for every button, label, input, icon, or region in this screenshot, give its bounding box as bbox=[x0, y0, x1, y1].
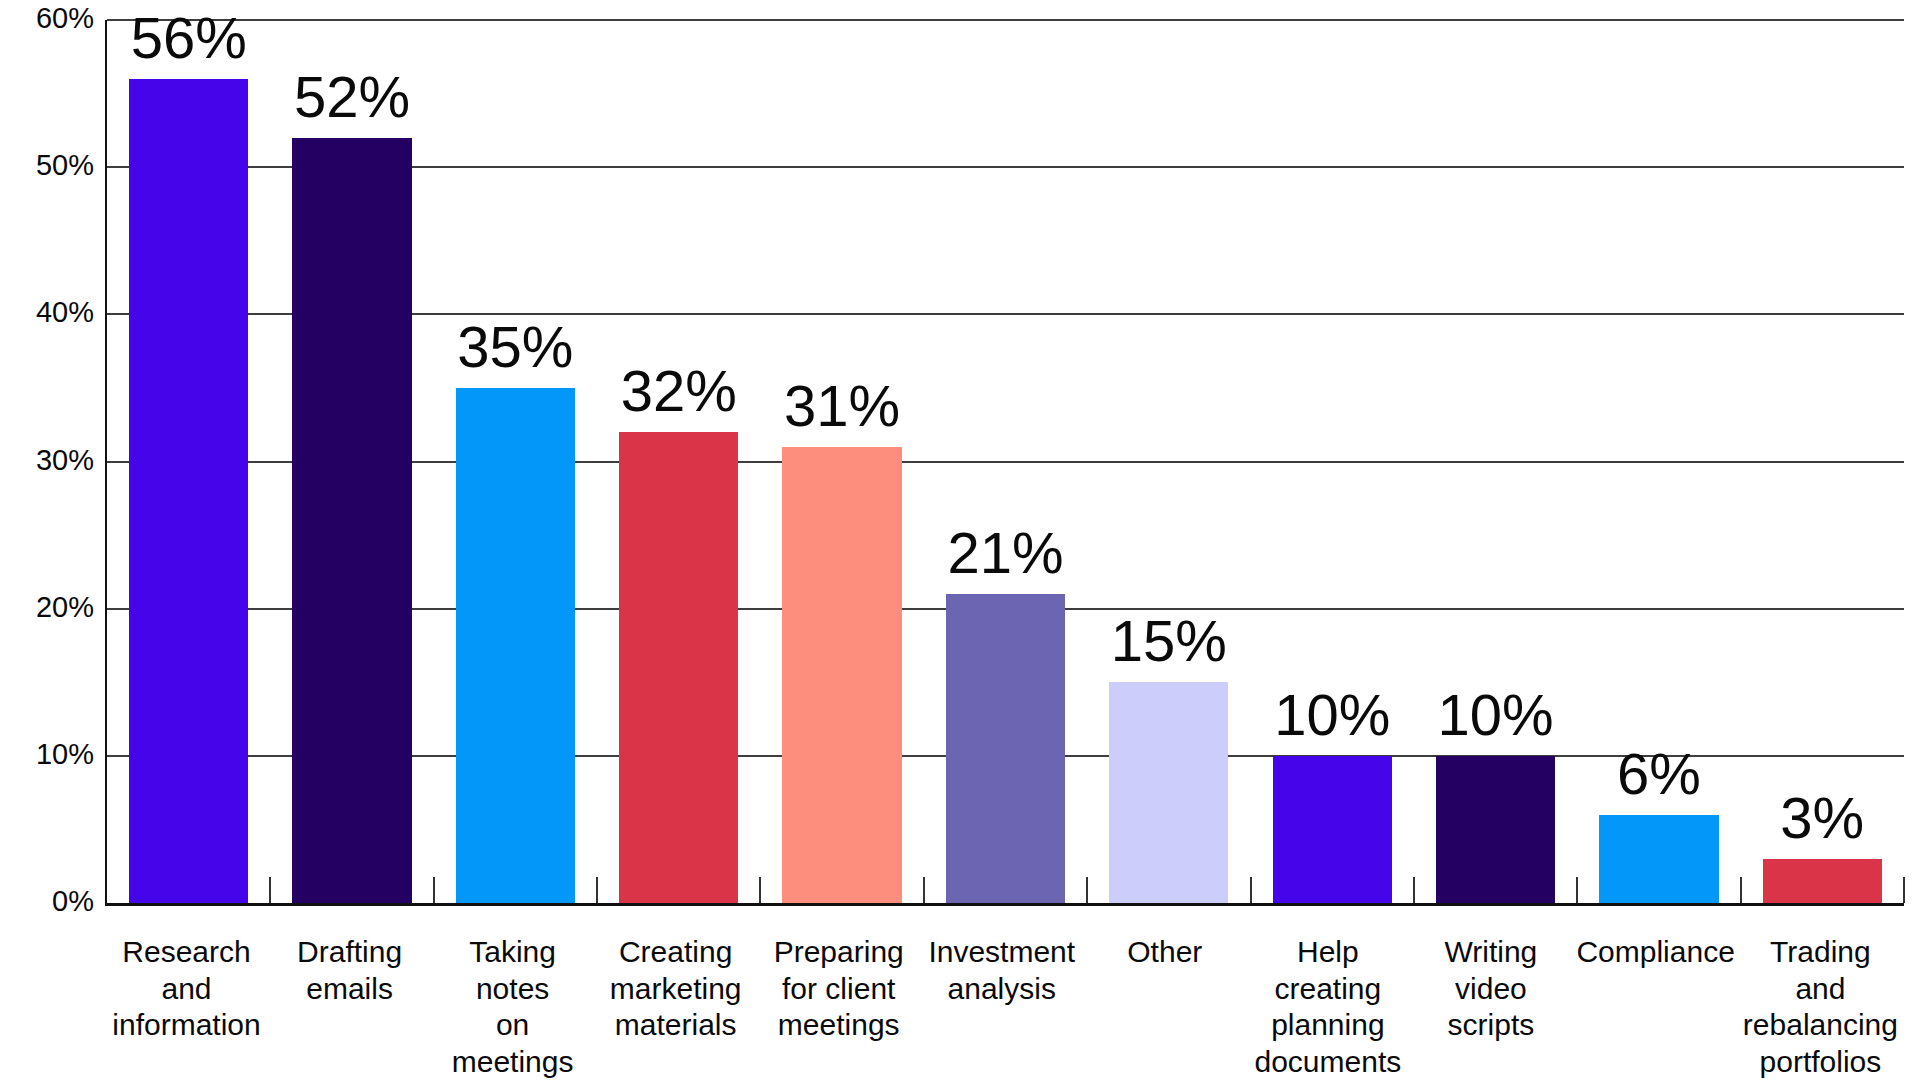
bar-column-4: 32% bbox=[597, 20, 760, 903]
bar-column-6: 21% bbox=[924, 20, 1087, 903]
bar-column-10: 6% bbox=[1577, 20, 1740, 903]
category-label-10: Compliance bbox=[1572, 934, 1738, 1080]
category-label-5: Preparing for client meetings bbox=[757, 934, 920, 1080]
bar-column-7: 15% bbox=[1087, 20, 1250, 903]
bar-value-label-8: 10% bbox=[1274, 681, 1390, 748]
bar-value-label-4: 32% bbox=[621, 357, 737, 424]
bar-8 bbox=[1273, 756, 1392, 903]
bar-2 bbox=[292, 138, 411, 903]
bar-value-label-1: 56% bbox=[131, 4, 247, 71]
bar-value-label-6: 21% bbox=[947, 519, 1063, 586]
bar-4 bbox=[619, 432, 738, 903]
category-label-3: Taking notes on meetings bbox=[431, 934, 594, 1080]
category-label-4: Creating marketing materials bbox=[594, 934, 757, 1080]
category-label-11: Trading and rebalancing portfolios bbox=[1739, 934, 1902, 1080]
bar-7 bbox=[1109, 682, 1228, 903]
y-tick-label-50: 50% bbox=[2, 149, 94, 182]
y-tick-label-20: 20% bbox=[2, 591, 94, 624]
bar-chart: 56% 52% 35% 32% 31% 21% 15% 10% 10% 6% 3% Research… bbox=[0, 0, 1920, 1080]
bar-value-label-9: 10% bbox=[1438, 681, 1554, 748]
bar-column-1: 56% bbox=[107, 20, 270, 903]
bar-9 bbox=[1436, 756, 1555, 903]
bar-10 bbox=[1599, 815, 1718, 903]
bar-column-2: 52% bbox=[270, 20, 433, 903]
y-tick-label-30: 30% bbox=[2, 444, 94, 477]
y-tick-label-60: 60% bbox=[2, 2, 94, 35]
bar-5 bbox=[782, 447, 901, 903]
category-label-2: Drafting emails bbox=[268, 934, 431, 1080]
category-label-6: Investment analysis bbox=[920, 934, 1083, 1080]
bar-column-3: 35% bbox=[434, 20, 597, 903]
x-axis-tick-11 bbox=[1903, 877, 1905, 903]
bar-value-label-2: 52% bbox=[294, 63, 410, 130]
bar-value-label-7: 15% bbox=[1111, 607, 1227, 674]
bar-value-label-3: 35% bbox=[457, 313, 573, 380]
bar-value-label-11: 3% bbox=[1780, 784, 1864, 851]
bar-11 bbox=[1763, 859, 1882, 903]
bar-column-8: 10% bbox=[1251, 20, 1414, 903]
category-label-7: Other bbox=[1083, 934, 1246, 1080]
bar-column-9: 10% bbox=[1414, 20, 1577, 903]
category-label-8: Help creating planning documents bbox=[1246, 934, 1409, 1080]
bar-value-label-10: 6% bbox=[1617, 740, 1701, 807]
bar-6 bbox=[946, 594, 1065, 903]
bar-3 bbox=[456, 388, 575, 903]
bar-1 bbox=[129, 79, 248, 903]
y-tick-label-40: 40% bbox=[2, 296, 94, 329]
plot-area: 56% 52% 35% 32% 31% 21% 15% 10% 10% 6% 3% bbox=[105, 20, 1904, 906]
bar-value-label-5: 31% bbox=[784, 372, 900, 439]
y-tick-label-0: 0% bbox=[2, 885, 94, 918]
y-tick-label-10: 10% bbox=[2, 738, 94, 771]
x-axis-labels: Research and informationDrafting emailsT… bbox=[105, 934, 1902, 1080]
category-label-1: Research and information bbox=[105, 934, 268, 1080]
bars-row: 56% 52% 35% 32% 31% 21% 15% 10% 10% 6% 3% bbox=[107, 20, 1904, 903]
category-label-9: Writing video scripts bbox=[1409, 934, 1572, 1080]
bar-column-11: 3% bbox=[1741, 20, 1904, 903]
bar-column-5: 31% bbox=[760, 20, 923, 903]
